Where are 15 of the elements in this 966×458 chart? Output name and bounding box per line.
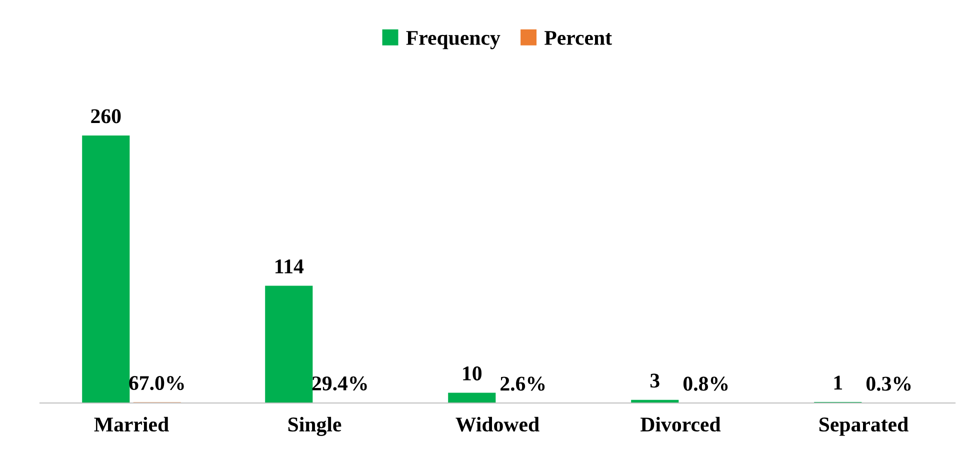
- x-tick-label: Separated: [819, 416, 908, 436]
- data-label: 114: [276, 259, 304, 274]
- x-tick-label: Married: [94, 416, 169, 432]
- data-label: 0.8%: [683, 376, 728, 391]
- x-tick-label: Widowed: [456, 416, 540, 432]
- data-label: 260: [91, 109, 121, 124]
- data-label: 0.3%: [866, 376, 911, 391]
- legend-label: Percent: [544, 31, 612, 45]
- legend-label: Frequency: [406, 31, 500, 50]
- data-label: 1: [834, 376, 842, 390]
- x-tick-label: Divorced: [640, 416, 721, 432]
- data-label: 3: [650, 374, 660, 388]
- x-tick-label: Single: [288, 416, 342, 436]
- data-label: 10: [463, 366, 482, 380]
- data-label: 2.6%: [500, 376, 545, 391]
